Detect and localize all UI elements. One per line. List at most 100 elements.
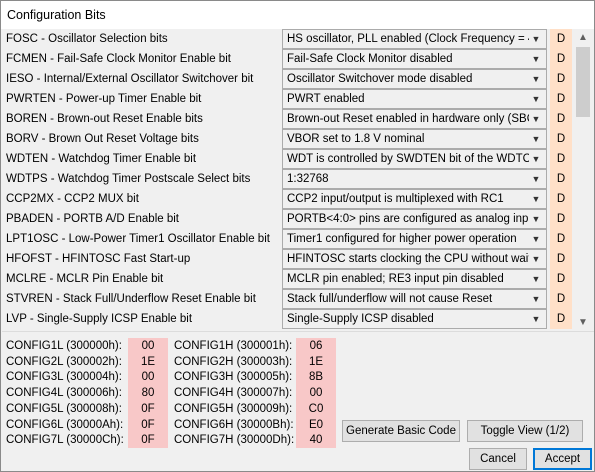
register-value: 00 xyxy=(128,338,168,354)
chevron-down-icon[interactable]: ▼ xyxy=(531,54,541,64)
chevron-down-icon[interactable]: ▼ xyxy=(531,254,541,264)
config-bit-select[interactable]: Single-Supply ICSP disabled ▼ xyxy=(282,309,547,329)
config-bit-value: CCP2 input/output is multiplexed with RC… xyxy=(287,193,504,205)
config-bit-select[interactable]: PORTB<4:0> pins are configured as analog… xyxy=(282,209,547,229)
register-value: E0 xyxy=(296,416,336,433)
register-label: CONFIG4H (300007h): xyxy=(174,387,293,400)
chevron-down-icon[interactable]: ▼ xyxy=(531,274,541,284)
register-label: CONFIG6H (30000Bh): xyxy=(174,418,294,431)
register-label: CONFIG3H (300005h): xyxy=(174,371,293,384)
divider xyxy=(2,331,594,332)
config-bit-label: WDTEN - Watchdog Timer Enable bit xyxy=(6,153,197,165)
chevron-down-icon[interactable]: ▼ xyxy=(531,294,541,304)
config-bit-select[interactable]: VBOR set to 1.8 V nominal ▼ xyxy=(282,129,547,149)
config-bit-select[interactable]: CCP2 input/output is multiplexed with RC… xyxy=(282,189,547,209)
config-bit-value: Timer1 configured for higher power opera… xyxy=(287,233,517,245)
scrollbar-thumb[interactable] xyxy=(576,47,590,117)
config-bit-row: LPT1OSC - Low-Power Timer1 Oscillator En… xyxy=(2,229,573,249)
register-value: 1E xyxy=(128,353,168,370)
default-flag: D xyxy=(550,289,572,309)
config-bit-label: PWRTEN - Power-up Timer Enable bit xyxy=(6,93,202,105)
config-bit-label: FOSC - Oscillator Selection bits xyxy=(6,33,168,45)
config-bit-row: WDTPS - Watchdog Timer Postscale Select … xyxy=(2,169,573,189)
register-value: 00 xyxy=(296,385,336,402)
register-value: 0F xyxy=(128,400,168,417)
config-bit-row: LVP - Single-Supply ICSP Enable bit Singl… xyxy=(2,309,573,329)
config-bit-select[interactable]: Oscillator Switchover mode disabled ▼ xyxy=(282,69,547,89)
register-label: CONFIG5H (300009h): xyxy=(174,402,293,415)
dialog-title: Configuration Bits xyxy=(1,1,594,29)
config-bit-select[interactable]: 1:32768 ▼ xyxy=(282,169,547,189)
config-bit-select[interactable]: MCLR pin enabled; RE3 input pin disabled… xyxy=(282,269,547,289)
config-bit-label: BORV - Brown Out Reset Voltage bits xyxy=(6,133,199,145)
config-bit-row: CCP2MX - CCP2 MUX bit CCP2 input/output i… xyxy=(2,189,573,209)
chevron-down-icon[interactable]: ▼ xyxy=(531,314,541,324)
config-bit-value: Stack full/underflow will not cause Rese… xyxy=(287,293,493,305)
register-label: CONFIG3L (300004h): xyxy=(6,371,122,384)
register-label: CONFIG1H (300001h): xyxy=(174,340,293,352)
config-bit-select[interactable]: HFINTOSC starts clocking the CPU without… xyxy=(282,249,547,269)
config-bit-label: HFOFST - HFINTOSC Fast Start-up xyxy=(6,253,191,265)
config-bit-row: FCMEN - Fail-Safe Clock Monitor Enable b… xyxy=(2,49,573,69)
config-bit-label: BOREN - Brown-out Reset Enable bits xyxy=(6,113,203,125)
config-bit-value: Single-Supply ICSP disabled xyxy=(287,313,434,325)
config-bit-row: PBADEN - PORTB A/D Enable bit PORTB<4:0> … xyxy=(2,209,573,229)
accept-button[interactable]: Accept xyxy=(533,448,592,470)
default-flag: D xyxy=(550,149,572,169)
register-value: 40 xyxy=(296,432,336,449)
register-value: 0F xyxy=(128,416,168,433)
cancel-button[interactable]: Cancel xyxy=(469,448,527,470)
config-bit-row: BOREN - Brown-out Reset Enable bits Brown… xyxy=(2,109,573,129)
default-flag: D xyxy=(550,69,572,89)
config-bit-select[interactable]: WDT is controlled by SWDTEN bit of the W… xyxy=(282,149,547,169)
config-bit-value: HFINTOSC starts clocking the CPU without… xyxy=(287,253,529,265)
config-bit-label: LPT1OSC - Low-Power Timer1 Oscillator En… xyxy=(6,233,270,245)
register-value: 00 xyxy=(128,369,168,386)
default-flag: D xyxy=(550,249,572,269)
config-bit-value: WDT is controlled by SWDTEN bit of the W… xyxy=(287,153,529,165)
config-bit-value: Oscillator Switchover mode disabled xyxy=(287,73,473,85)
chevron-down-icon[interactable]: ▼ xyxy=(531,234,541,244)
config-bit-label: CCP2MX - CCP2 MUX bit xyxy=(6,193,139,205)
config-bit-value: PWRT enabled xyxy=(287,93,365,105)
config-bit-select[interactable]: PWRT enabled ▼ xyxy=(282,89,547,109)
config-bit-select[interactable]: Timer1 configured for higher power opera… xyxy=(282,229,547,249)
register-label: CONFIG5L (300008h): xyxy=(6,402,122,415)
chevron-down-icon[interactable]: ▼ xyxy=(531,34,541,44)
config-bit-value: VBOR set to 1.8 V nominal xyxy=(287,133,425,145)
chevron-down-icon[interactable]: ▼ xyxy=(531,134,541,144)
config-bit-row: HFOFST - HFINTOSC Fast Start-up HFINTOSC … xyxy=(2,249,573,269)
register-value: C0 xyxy=(296,400,336,417)
register-value: 1E xyxy=(296,353,336,370)
scroll-down-icon[interactable]: ▼ xyxy=(578,317,588,328)
config-bit-label: WDTPS - Watchdog Timer Postscale Select … xyxy=(6,173,251,185)
register-label: CONFIG2L (300002h): xyxy=(6,355,122,368)
config-bit-select[interactable]: Brown-out Reset enabled in hardware only… xyxy=(282,109,547,129)
chevron-down-icon[interactable]: ▼ xyxy=(531,114,541,124)
chevron-down-icon[interactable]: ▼ xyxy=(531,94,541,104)
vertical-scrollbar[interactable]: ▲ ▼ xyxy=(574,29,592,331)
chevron-down-icon[interactable]: ▼ xyxy=(531,154,541,164)
config-bit-value: Brown-out Reset enabled in hardware only… xyxy=(287,113,529,125)
config-bit-value: HS oscillator, PLL enabled (Clock Freque… xyxy=(287,33,529,45)
default-flag: D xyxy=(550,89,572,109)
config-bit-select[interactable]: HS oscillator, PLL enabled (Clock Freque… xyxy=(282,29,547,49)
scroll-up-icon[interactable]: ▲ xyxy=(578,32,588,43)
generate-basic-code-button[interactable]: Generate Basic Code xyxy=(342,420,460,442)
register-value: 80 xyxy=(128,385,168,402)
config-bit-value: PORTB<4:0> pins are configured as analog… xyxy=(287,213,529,225)
config-bit-row: PWRTEN - Power-up Timer Enable bit PWRT e… xyxy=(2,89,573,109)
config-bit-select[interactable]: Stack full/underflow will not cause Rese… xyxy=(282,289,547,309)
toggle-view-button[interactable]: Toggle View (1/2) xyxy=(467,420,583,442)
register-label: CONFIG6L (30000Ah): xyxy=(6,418,124,431)
chevron-down-icon[interactable]: ▼ xyxy=(531,194,541,204)
register-label: CONFIG7H (30000Dh): xyxy=(174,434,295,447)
register-label: CONFIG1L (300000h): xyxy=(6,340,122,352)
config-bits-grid: FOSC - Oscillator Selection bits HS oscil… xyxy=(2,29,594,331)
chevron-down-icon[interactable]: ▼ xyxy=(531,214,541,224)
chevron-down-icon[interactable]: ▼ xyxy=(531,174,541,184)
chevron-down-icon[interactable]: ▼ xyxy=(531,74,541,84)
register-value: 8B xyxy=(296,369,336,386)
config-bit-select[interactable]: Fail-Safe Clock Monitor disabled ▼ xyxy=(282,49,547,69)
config-bit-value: MCLR pin enabled; RE3 input pin disabled xyxy=(287,273,504,285)
